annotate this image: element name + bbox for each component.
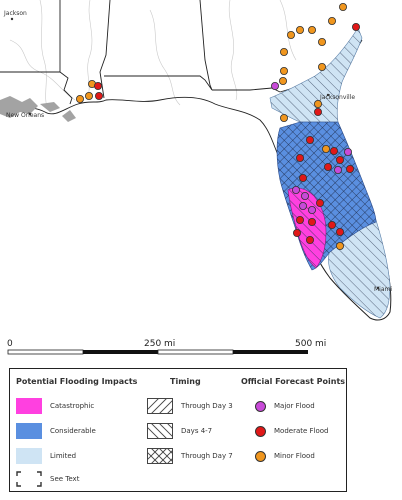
legend-item-through-day-3: Through Day 3 [147, 398, 233, 414]
hatch-day7-swatch [147, 448, 173, 464]
minor-flood-point[interactable] [278, 77, 287, 86]
legend-label-considerable: Considerable [50, 427, 96, 435]
legend-label-through-day-7: Through Day 7 [181, 452, 233, 460]
considerable-swatch [16, 423, 42, 439]
limited-swatch [16, 448, 42, 464]
major-flood-point[interactable] [300, 191, 309, 200]
minor-flood-point[interactable] [307, 25, 316, 34]
major-flood-dot [255, 400, 266, 412]
legend-label-minor-flood: Minor Flood [274, 452, 315, 460]
moderate-flood-point[interactable] [94, 82, 103, 91]
city-label-jackson: Jackson [3, 10, 27, 17]
moderate-flood-point[interactable] [335, 227, 344, 236]
legend-label-major-flood: Major Flood [274, 402, 315, 410]
moderate-flood-point[interactable] [313, 108, 322, 117]
minor-flood-point[interactable] [295, 25, 304, 34]
louisiana-marsh [0, 96, 76, 122]
legend-label-days-4-7: Days 4-7 [181, 427, 213, 435]
major-flood-point[interactable] [307, 205, 316, 214]
legend-label-limited: Limited [50, 452, 77, 460]
legend-item-considerable: Considerable [16, 423, 96, 439]
see-text-swatch [16, 471, 42, 487]
moderate-flood-point[interactable] [292, 228, 301, 237]
state-boundaries [0, 0, 363, 105]
legend-timing-title: Timing [170, 377, 201, 386]
minor-flood-point[interactable] [279, 114, 288, 123]
minor-flood-point[interactable] [338, 3, 347, 11]
legend-panel: Potential Flooding Impacts Catastrophic … [9, 368, 347, 492]
legend-item-minor-flood: Minor Flood [255, 448, 315, 464]
minor-flood-point[interactable] [335, 241, 344, 250]
moderate-flood-point[interactable] [329, 146, 338, 155]
scale-label-mid: 250 mi [144, 339, 175, 349]
minor-flood-point[interactable] [313, 100, 322, 109]
legend-item-major-flood: Major Flood [255, 398, 315, 414]
moderate-flood-point[interactable] [305, 235, 314, 244]
moderate-flood-point[interactable] [307, 217, 316, 226]
legend-item-limited: Limited [16, 448, 76, 464]
moderate-flood-dot [255, 425, 266, 437]
flood-map[interactable]: Jackson New Orleans Jacksonville Miami 0… [0, 0, 402, 362]
legend-forecast-title: Official Forecast Points [241, 377, 346, 386]
legend-label-catastrophic: Catastrophic [50, 402, 95, 410]
legend-item-days-4-7: Days 4-7 [147, 423, 212, 439]
moderate-flood-point[interactable] [323, 162, 332, 171]
scale-label-end: 500 mi [295, 339, 326, 349]
minor-flood-point[interactable] [279, 67, 288, 76]
legend-label-moderate-flood: Moderate Flood [274, 427, 329, 435]
major-flood-point[interactable] [298, 201, 307, 210]
minor-flood-point[interactable] [327, 16, 336, 25]
city-label-miami: Miami [374, 286, 392, 293]
legend-item-moderate-flood: Moderate Flood [255, 423, 329, 439]
city-labels: Jackson New Orleans Jacksonville Miami [3, 10, 392, 293]
minor-flood-point[interactable] [317, 38, 326, 47]
legend-impacts-title: Potential Flooding Impacts [16, 377, 138, 386]
city-label-new-orleans: New Orleans [6, 112, 44, 119]
hatch-day3-swatch [147, 398, 173, 414]
forecast-points[interactable] [76, 3, 360, 250]
legend-item-see-text: See Text [16, 471, 79, 487]
hatch-days-4-7-swatch [147, 423, 173, 439]
major-flood-point[interactable] [333, 165, 342, 174]
legend-label-through-day-3: Through Day 3 [181, 402, 233, 410]
moderate-flood-point[interactable] [315, 198, 324, 207]
scale-label-start: 0 [7, 339, 13, 349]
moderate-flood-point[interactable] [335, 155, 344, 164]
minor-flood-point[interactable] [85, 92, 94, 101]
minor-flood-point[interactable] [76, 95, 85, 104]
moderate-flood-point[interactable] [327, 220, 336, 229]
catastrophic-swatch [16, 398, 42, 414]
moderate-flood-point[interactable] [95, 92, 104, 101]
major-flood-point[interactable] [343, 147, 352, 156]
moderate-flood-point[interactable] [298, 173, 307, 182]
legend-label-see-text: See Text [50, 475, 80, 483]
moderate-flood-point[interactable] [345, 164, 354, 173]
moderate-flood-point[interactable] [295, 215, 304, 224]
moderate-flood-point[interactable] [295, 153, 304, 162]
minor-flood-dot [255, 450, 266, 462]
major-flood-point[interactable] [270, 82, 279, 91]
gulf-coastline [0, 96, 277, 151]
scale-bar: 0 250 mi 500 mi [7, 339, 326, 355]
legend-item-catastrophic: Catastrophic [16, 398, 94, 414]
legend-item-through-day-7: Through Day 7 [147, 448, 233, 464]
minor-flood-point[interactable] [321, 144, 330, 153]
minor-flood-point[interactable] [317, 63, 326, 72]
moderate-flood-point[interactable] [351, 22, 360, 31]
moderate-flood-point[interactable] [305, 135, 314, 144]
city-label-jacksonville: Jacksonville [319, 94, 355, 101]
minor-flood-point[interactable] [286, 30, 295, 39]
major-flood-point[interactable] [291, 185, 300, 194]
minor-flood-point[interactable] [279, 48, 288, 57]
